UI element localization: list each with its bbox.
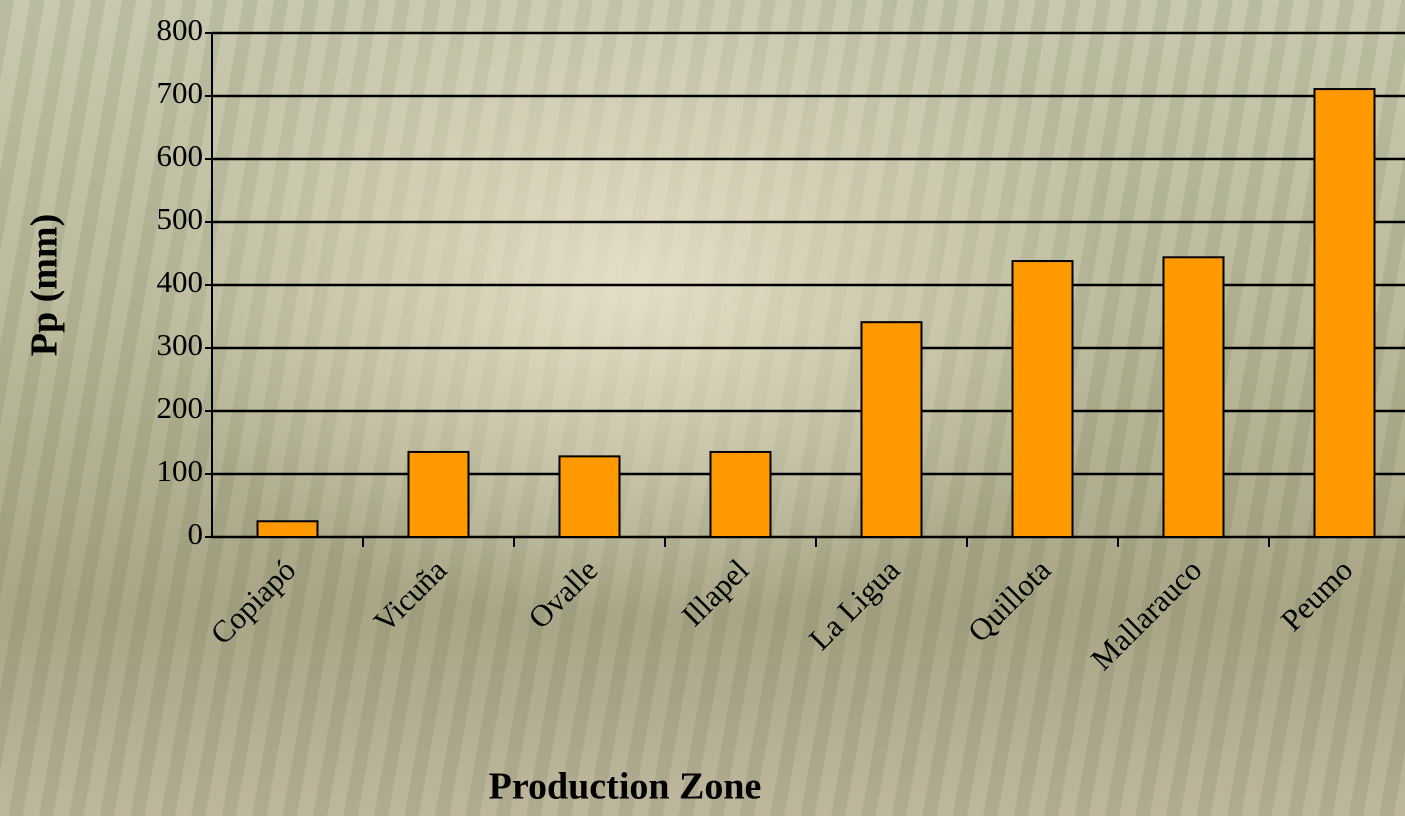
bar xyxy=(1011,260,1074,538)
y-tick-label: 0 xyxy=(188,516,204,551)
y-tick-label: 400 xyxy=(157,264,204,299)
bar xyxy=(1162,256,1225,538)
y-tick-label: 200 xyxy=(157,390,204,425)
bar xyxy=(558,455,621,538)
x-axis-title: Production Zone xyxy=(489,766,762,808)
x-tick-label: Peumo xyxy=(1274,552,1360,638)
y-tick-label: 700 xyxy=(157,75,204,110)
x-tick-label: Mallarauco xyxy=(1084,552,1209,677)
y-tick-label: 100 xyxy=(157,453,204,488)
y-tick-label: 300 xyxy=(157,327,204,362)
y-tick-label: 800 xyxy=(157,12,204,47)
y-tick-label: 600 xyxy=(157,138,204,173)
y-axis-title: Pp (mm) xyxy=(24,214,66,356)
bar xyxy=(709,450,772,539)
x-tick-label: Quillota xyxy=(961,552,1058,649)
y-tick-label: 500 xyxy=(157,201,204,236)
x-tick-label: Copiapó xyxy=(203,552,302,651)
x-tick-label: Ovalle xyxy=(521,552,604,635)
bar xyxy=(1313,88,1376,538)
x-tick-label: Vicuña xyxy=(367,552,454,639)
bar xyxy=(860,321,923,539)
bar xyxy=(256,520,319,538)
bar xyxy=(407,450,470,539)
x-tick-label: La Ligua xyxy=(802,552,907,657)
x-tick-label: Illapel xyxy=(675,552,756,633)
